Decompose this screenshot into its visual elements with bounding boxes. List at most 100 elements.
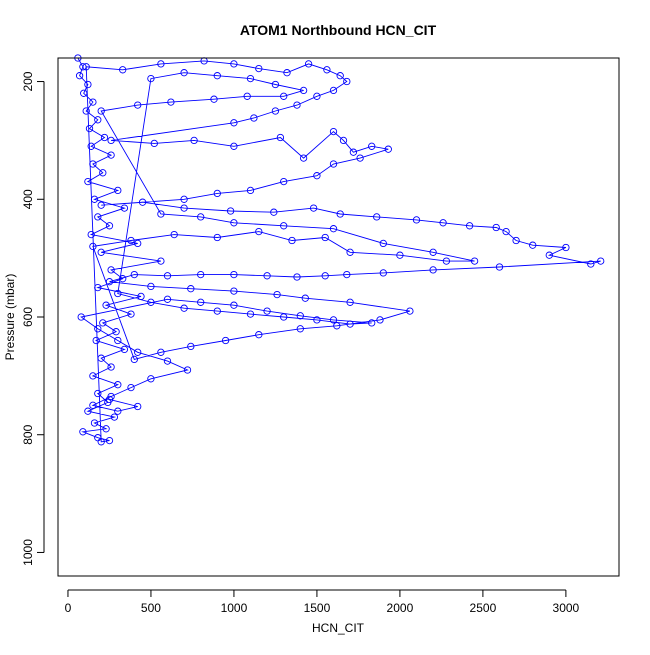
data-point: [114, 336, 122, 345]
data-point: [288, 236, 296, 245]
data-point: [107, 266, 115, 274]
data-point: [329, 316, 338, 324]
x-axis: 0 500 1000 1500 2000 2500 3000: [65, 589, 580, 615]
data-point: [221, 336, 230, 345]
y-tick-label: 800: [21, 424, 35, 444]
data-point: [150, 139, 158, 148]
data-point: [255, 64, 263, 73]
data-point: [94, 116, 102, 124]
data-point: [84, 80, 92, 89]
data-point: [147, 74, 155, 83]
data-point: [346, 298, 354, 306]
data-point: [99, 169, 107, 177]
data-point: [502, 227, 510, 236]
data-point: [336, 72, 344, 80]
data-point: [429, 248, 437, 256]
data-point: [134, 348, 142, 356]
data-point: [127, 310, 135, 318]
data-point: [263, 307, 271, 315]
data-point: [89, 98, 97, 106]
data-point: [130, 355, 138, 364]
y-axis-label: Pressure (mbar): [3, 274, 17, 361]
data-point: [134, 101, 142, 109]
data-point: [180, 195, 188, 203]
data-point: [495, 263, 504, 271]
data-point: [94, 389, 102, 398]
data-point: [82, 63, 90, 71]
data-point: [379, 269, 387, 277]
plot-frame: [57, 57, 620, 577]
data-point: [127, 236, 135, 245]
series-line: [77, 57, 601, 443]
data-point: [80, 89, 88, 97]
data-point: [157, 257, 165, 265]
data-point: [299, 154, 308, 162]
data-point: [230, 219, 238, 227]
data-point: [79, 428, 87, 436]
data-point: [301, 294, 309, 302]
data-point: [406, 307, 414, 315]
data-point: [114, 186, 122, 195]
data-point: [97, 354, 105, 362]
data-point: [412, 216, 421, 224]
data-point: [280, 92, 288, 100]
data-point: [213, 72, 221, 80]
data-point: [84, 407, 92, 415]
data-point: [293, 273, 301, 281]
data-point: [79, 63, 87, 71]
data-point: [75, 72, 84, 80]
data-point: [321, 233, 329, 242]
data-point: [313, 172, 321, 180]
data-point: [87, 142, 95, 150]
data-point: [102, 301, 110, 309]
data-point: [213, 307, 221, 315]
data-point: [130, 270, 138, 279]
data-point: [94, 325, 102, 333]
data-point: [230, 142, 238, 150]
data-point: [107, 136, 115, 145]
data-point: [379, 239, 387, 248]
data-point: [213, 189, 221, 198]
data-point: [562, 243, 570, 252]
data-point: [346, 320, 354, 328]
data-point: [299, 86, 308, 95]
data-point: [105, 395, 114, 404]
data-point: [263, 272, 271, 280]
data-point: [110, 413, 119, 421]
data-point: [356, 154, 364, 162]
data-point: [396, 251, 404, 259]
data-point: [343, 77, 351, 86]
y-tick-label: 1000: [21, 539, 35, 566]
y-tick-label: 600: [21, 307, 35, 327]
data-point: [197, 270, 205, 279]
data-point: [147, 298, 155, 306]
data-point: [329, 127, 338, 136]
data-point: [329, 86, 338, 95]
data-point: [180, 204, 188, 212]
data-point: [137, 292, 145, 301]
data-point: [197, 298, 205, 306]
data-point: [597, 257, 605, 265]
data-point: [163, 295, 172, 303]
data-point: [180, 304, 188, 312]
data-point: [97, 438, 105, 446]
data-point: [97, 248, 105, 256]
data-point: [90, 195, 99, 203]
data-point: [157, 60, 165, 68]
y-tick-label: 400: [21, 189, 35, 209]
data-point: [120, 345, 129, 354]
data-point: [157, 210, 165, 218]
data-point: [296, 325, 304, 333]
data-point: [180, 69, 188, 77]
data-point: [82, 107, 90, 115]
data-point: [587, 260, 595, 268]
data-point: [339, 136, 348, 145]
data-point: [230, 270, 238, 279]
data-point: [163, 357, 172, 365]
data-point: [134, 239, 142, 248]
data-point: [90, 419, 99, 427]
data-point: [246, 186, 255, 195]
